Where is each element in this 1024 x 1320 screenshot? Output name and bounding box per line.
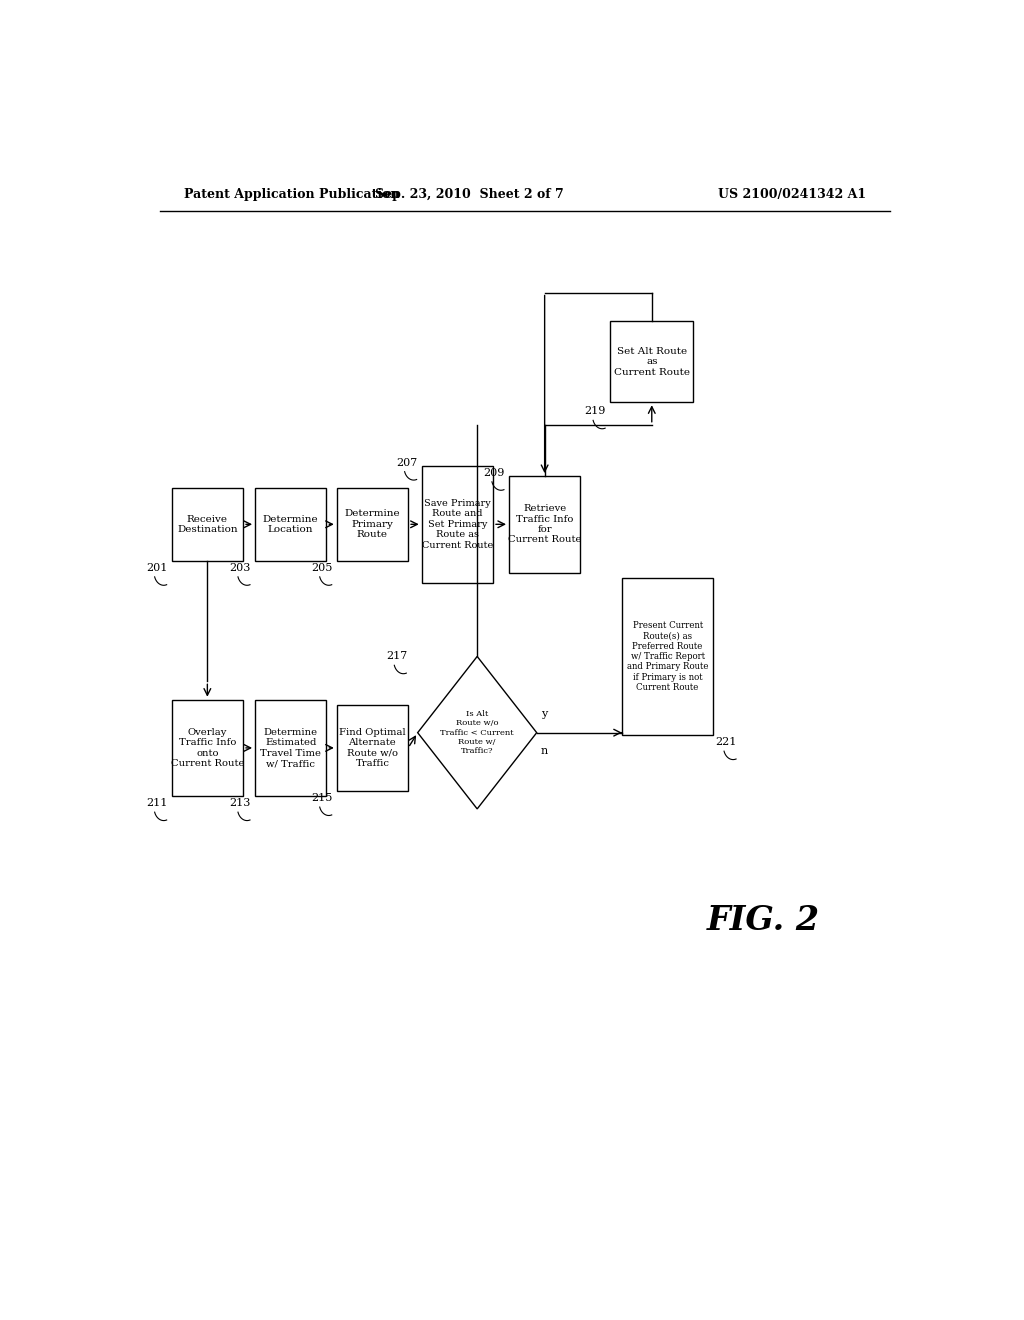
Text: 217: 217 — [386, 651, 408, 661]
FancyBboxPatch shape — [172, 700, 243, 796]
FancyBboxPatch shape — [172, 487, 243, 561]
FancyBboxPatch shape — [610, 321, 693, 403]
Text: Determine
Estimated
Travel Time
w/ Traffic: Determine Estimated Travel Time w/ Traff… — [260, 727, 322, 768]
Text: n: n — [541, 746, 548, 756]
Text: 221: 221 — [716, 738, 737, 747]
Text: 209: 209 — [483, 467, 505, 478]
FancyBboxPatch shape — [509, 477, 581, 573]
Text: 201: 201 — [146, 562, 168, 573]
FancyBboxPatch shape — [255, 700, 327, 796]
Text: Sep. 23, 2010  Sheet 2 of 7: Sep. 23, 2010 Sheet 2 of 7 — [375, 189, 563, 202]
Text: 207: 207 — [396, 458, 418, 467]
Text: 211: 211 — [146, 799, 168, 808]
Text: 215: 215 — [311, 793, 333, 803]
Text: 213: 213 — [229, 799, 251, 808]
Text: 205: 205 — [311, 562, 333, 573]
Text: y: y — [541, 709, 547, 719]
FancyBboxPatch shape — [622, 578, 714, 735]
Text: Is Alt
Route w/o
Traffic < Current
Route w/
Traffic?: Is Alt Route w/o Traffic < Current Route… — [440, 710, 514, 755]
Text: Overlay
Traffic Info
onto
Current Route: Overlay Traffic Info onto Current Route — [171, 727, 244, 768]
Text: Present Current
Route(s) as
Preferred Route
w/ Traffic Report
and Primary Route
: Present Current Route(s) as Preferred Ro… — [627, 620, 709, 692]
Text: Determine
Location: Determine Location — [263, 515, 318, 535]
Text: 219: 219 — [585, 407, 606, 416]
FancyBboxPatch shape — [337, 705, 409, 791]
Text: Retrieve
Traffic Info
for
Current Route: Retrieve Traffic Info for Current Route — [508, 504, 582, 544]
Polygon shape — [418, 656, 537, 809]
Text: Receive
Destination: Receive Destination — [177, 515, 238, 535]
Text: US 2100/0241342 A1: US 2100/0241342 A1 — [718, 189, 866, 202]
Text: Save Primary
Route and
Set Primary
Route as
Current Route: Save Primary Route and Set Primary Route… — [422, 499, 493, 549]
FancyBboxPatch shape — [422, 466, 494, 582]
Text: Find Optimal
Alternate
Route w/o
Traffic: Find Optimal Alternate Route w/o Traffic — [339, 727, 406, 768]
Text: Determine
Primary
Route: Determine Primary Route — [345, 510, 400, 539]
FancyBboxPatch shape — [255, 487, 327, 561]
Text: Patent Application Publication: Patent Application Publication — [183, 189, 399, 202]
Text: FIG. 2: FIG. 2 — [707, 904, 819, 937]
FancyBboxPatch shape — [337, 487, 409, 561]
Text: Set Alt Route
as
Current Route: Set Alt Route as Current Route — [613, 347, 690, 376]
Text: 203: 203 — [229, 562, 251, 573]
